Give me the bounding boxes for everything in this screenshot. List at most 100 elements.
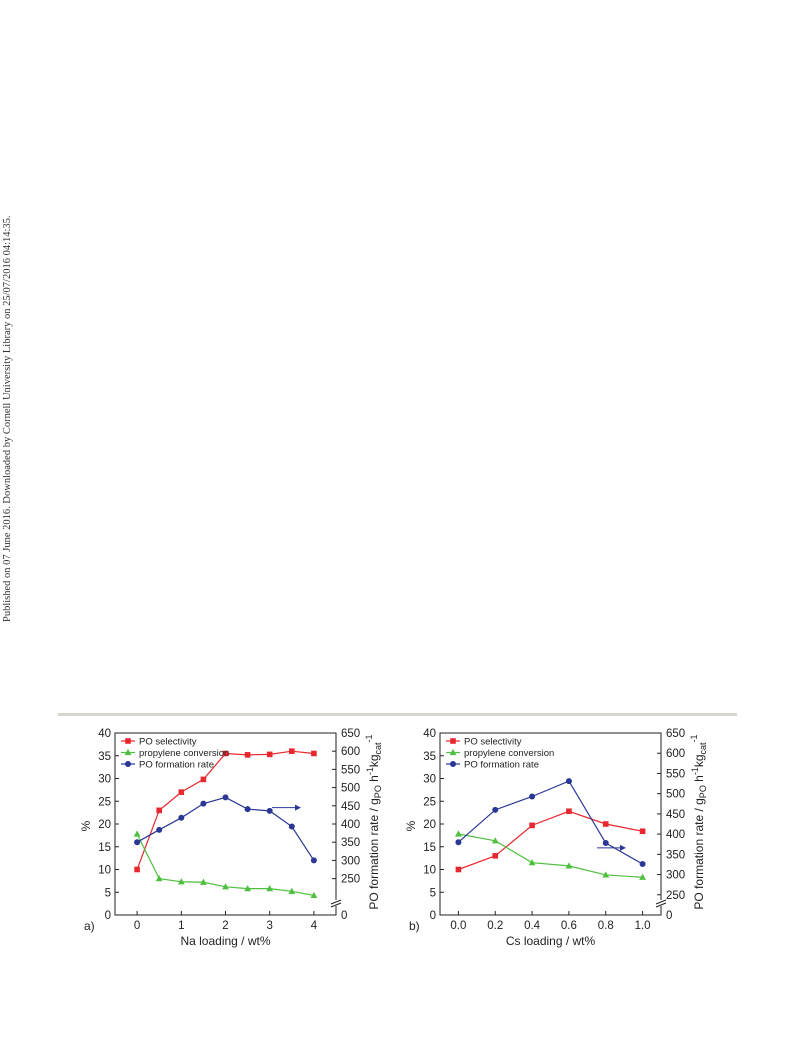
propylene-conversion-point — [491, 837, 499, 844]
left-tick-label: 0 — [430, 910, 436, 922]
po-formation-rate-point — [492, 806, 499, 813]
legend-marker-po-formation-rate — [125, 761, 131, 767]
left-axis-label: % — [404, 820, 418, 831]
propylene-conversion-line — [458, 833, 643, 878]
po-selectivity-point — [156, 807, 162, 814]
x-tick-label: 2 — [222, 920, 228, 932]
po-formation-rate-point — [310, 857, 317, 864]
propylene-conversion-point — [310, 891, 318, 899]
propylene-conversion-point — [602, 871, 610, 878]
po-formation-rate-point — [200, 800, 207, 807]
left-tick-label: 30 — [423, 774, 436, 786]
propylene-conversion-point — [244, 885, 251, 892]
left-axis-label: % — [79, 820, 93, 831]
legend-marker-po-selectivity — [450, 738, 456, 744]
x-tick-label: 1.0 — [635, 920, 651, 932]
axis-break-gap — [658, 900, 664, 906]
x-tick-label: 0 — [134, 920, 140, 932]
right-tick-label: 400 — [666, 829, 685, 841]
legend-label-propylene-conversion: propylene conversion — [464, 748, 554, 759]
po-selectivity-point — [200, 776, 207, 783]
propylene-conversion-point — [455, 830, 462, 837]
po-formation-rate-point — [266, 807, 273, 814]
left-tick-label: 40 — [423, 728, 436, 740]
x-axis-label: Na loading / wt% — [180, 934, 270, 948]
propylene-conversion-point — [155, 875, 163, 882]
legend-label-po-formation-rate: PO formation rate — [464, 760, 539, 771]
left-tick-label: 25 — [423, 796, 436, 808]
po-selectivity-point — [311, 750, 317, 757]
propylene-conversion-point — [288, 887, 296, 894]
right-tick-label: 450 — [666, 809, 685, 821]
x-tick-label: 4 — [311, 920, 318, 932]
po-selectivity-point — [244, 752, 251, 758]
right-tick-label: 650 — [666, 728, 685, 740]
left-tick-label: 40 — [98, 728, 111, 740]
right-tick-label: 250 — [666, 890, 685, 902]
po-selectivity-point — [289, 748, 295, 754]
x-tick-label: 0.6 — [561, 920, 577, 932]
po-selectivity-point — [178, 789, 185, 795]
propylene-conversion-point — [200, 878, 207, 885]
left-tick-label: 35 — [423, 751, 436, 763]
legend-marker-propylene-conversion — [449, 748, 457, 756]
axis-break-gap — [333, 900, 339, 906]
po-formation-rate-point — [156, 826, 163, 833]
axis-break-mark — [655, 899, 667, 905]
po-formation-rate-point — [244, 806, 251, 813]
legend-marker-propylene-conversion — [124, 748, 132, 756]
download-notice: Published on 07 June 2016. Downloaded by… — [2, 215, 13, 622]
legend-marker-po-selectivity — [125, 738, 131, 744]
right-axis-label: PO formation rate / gPO h-1kgcat-1 — [364, 734, 383, 909]
x-tick-label: 1 — [178, 920, 184, 932]
right-tick-label: 550 — [666, 768, 685, 780]
po-formation-rate-point — [455, 839, 462, 846]
left-tick-label: 0 — [105, 910, 111, 922]
legend-marker-po-formation-rate — [450, 761, 456, 767]
right-tick-label: 350 — [666, 849, 685, 861]
propylene-conversion-point — [266, 885, 274, 892]
po-selectivity-point — [566, 808, 572, 815]
axis-break-mark — [655, 902, 667, 908]
legend-label-po-selectivity: PO selectivity — [464, 737, 522, 748]
po-formation-rate-point — [602, 840, 609, 847]
right-axis-label: PO formation rate / gPO h-1kgcat-1 — [689, 734, 708, 909]
po-selectivity-point — [492, 853, 499, 859]
axis-break-mark — [330, 902, 342, 908]
legend-label-po-formation-rate: PO formation rate — [139, 760, 214, 771]
po-selectivity-point — [602, 821, 609, 827]
po-formation-rate-point — [288, 823, 295, 830]
po-selectivity-point — [639, 828, 646, 835]
left-tick-label: 20 — [423, 819, 436, 831]
x-tick-label: 0.2 — [487, 920, 503, 932]
section-divider — [58, 713, 737, 716]
x-axis-label: Cs loading / wt% — [506, 934, 596, 948]
right-tick-label: 300 — [341, 855, 360, 867]
propylene-conversion-point — [639, 873, 646, 880]
left-tick-label: 5 — [105, 887, 111, 899]
propylene-conversion-point — [133, 830, 141, 837]
right-tick-label: 500 — [341, 783, 360, 795]
left-tick-label: 30 — [98, 774, 111, 786]
panel-label: b) — [409, 919, 420, 933]
left-tick-label: 35 — [98, 751, 111, 763]
axis-break-mark — [330, 899, 342, 905]
right-tick-label: 250 — [341, 874, 360, 886]
left-tick-label: 10 — [423, 865, 436, 877]
left-tick-label: 15 — [98, 842, 111, 854]
right-tick-label: 0 — [666, 910, 672, 922]
po-formation-rate-point — [639, 861, 646, 868]
x-tick-label: 0.0 — [450, 920, 466, 932]
left-tick-label: 15 — [423, 842, 436, 854]
left-tick-label: 10 — [98, 865, 111, 877]
chart-b-cs-loading: 0 5 10 15 20 25 30 35 40 0.0 0.2 0.4 0.6 0.8 1.0 0 250 30… — [404, 728, 708, 948]
po-formation-rate-point — [134, 839, 141, 846]
po-selectivity-line — [458, 810, 643, 871]
left-tick-label: 20 — [98, 819, 111, 831]
x-tick-label: 0.8 — [598, 920, 614, 932]
right-tick-label: 300 — [666, 870, 685, 882]
legend-label-propylene-conversion: propylene conversion — [139, 748, 229, 759]
propylene-conversion-point — [528, 859, 536, 866]
left-tick-label: 5 — [430, 887, 436, 899]
